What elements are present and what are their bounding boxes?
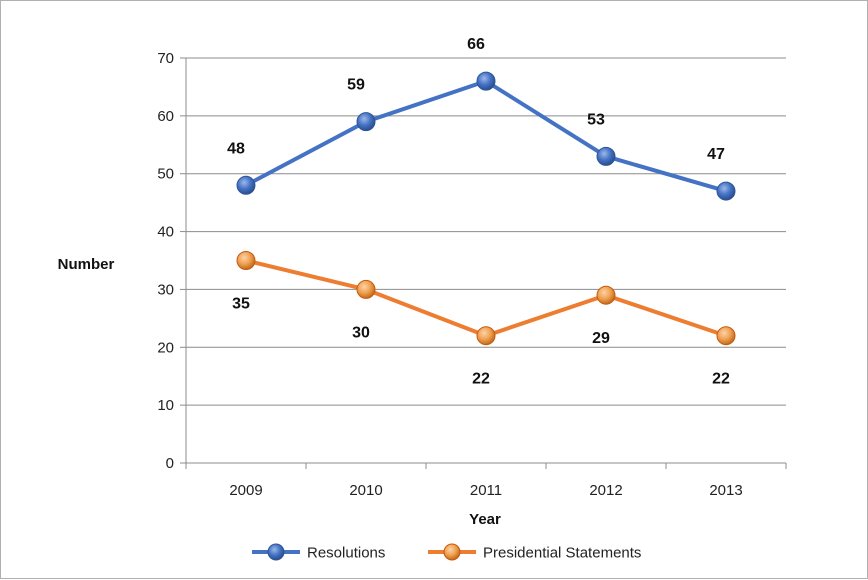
data-point-presidential-statements-2010 xyxy=(356,279,376,299)
data-point-resolutions-2010 xyxy=(356,112,376,132)
legend-label-resolutions: Resolutions xyxy=(307,545,385,562)
data-label-resolutions-2009: 48 xyxy=(227,140,245,157)
data-point-resolutions-2011 xyxy=(476,71,496,91)
data-point-resolutions-2012 xyxy=(596,146,616,166)
x-tick-label-2009: 2009 xyxy=(229,482,262,499)
x-tick-label-2011: 2011 xyxy=(470,482,502,499)
data-label-presidential-statements-2009: 35 xyxy=(232,296,250,313)
data-point-resolutions-2009 xyxy=(236,175,256,195)
x-axis-title: Year xyxy=(469,511,501,528)
tick-labels: 0 10 20 30 40 50 60 70 2009 2010 2011 2012 2013 xyxy=(157,50,742,499)
data-point-presidential-statements-2011 xyxy=(476,326,496,346)
legend-item-presidential-statements: Presidential Statements xyxy=(428,543,641,562)
data-label-presidential-statements-2011: 22 xyxy=(472,371,490,388)
data-label-resolutions-2012: 53 xyxy=(587,111,605,128)
x-tick-label-2010: 2010 xyxy=(349,482,382,499)
legend-swatch-presidential-statements-marker xyxy=(443,543,461,561)
legend: Resolutions Presidential Statements xyxy=(252,543,641,562)
data-labels: 48 59 66 53 47 35 30 22 29 22 xyxy=(227,36,730,388)
y-tick-label-0: 0 xyxy=(166,455,174,472)
data-label-presidential-statements-2012: 29 xyxy=(592,330,610,347)
data-label-presidential-statements-2010: 30 xyxy=(352,324,370,341)
data-label-resolutions-2013: 47 xyxy=(707,146,725,163)
y-tick-label-30: 30 xyxy=(157,281,174,298)
legend-item-resolutions: Resolutions xyxy=(252,543,385,562)
x-tick-label-2013: 2013 xyxy=(709,482,742,499)
x-tick-label-2012: 2012 xyxy=(589,482,622,499)
legend-label-presidential-statements: Presidential Statements xyxy=(483,545,641,562)
y-tick-label-40: 40 xyxy=(157,224,174,241)
y-tick-label-10: 10 xyxy=(157,397,174,414)
series-line-presidential-statements xyxy=(244,258,728,338)
gridlines xyxy=(186,57,786,406)
legend-swatch-resolutions-marker xyxy=(267,543,285,561)
axes xyxy=(180,57,787,469)
data-point-presidential-statements-2009 xyxy=(236,251,256,270)
y-tick-label-50: 50 xyxy=(157,166,174,183)
data-point-presidential-statements-2012 xyxy=(596,285,616,305)
data-label-resolutions-2010: 59 xyxy=(347,77,365,94)
series-line-resolutions xyxy=(244,79,728,194)
data-label-presidential-statements-2013: 22 xyxy=(712,371,730,388)
data-point-presidential-statements-2013 xyxy=(716,326,736,346)
y-tick-label-20: 20 xyxy=(157,339,174,356)
y-tick-label-60: 60 xyxy=(157,108,174,125)
y-axis-title: Number xyxy=(58,256,115,273)
data-label-resolutions-2011: 66 xyxy=(467,36,485,53)
data-point-resolutions-2013 xyxy=(716,181,736,201)
series xyxy=(236,71,736,346)
y-tick-label-70: 70 xyxy=(157,50,174,67)
